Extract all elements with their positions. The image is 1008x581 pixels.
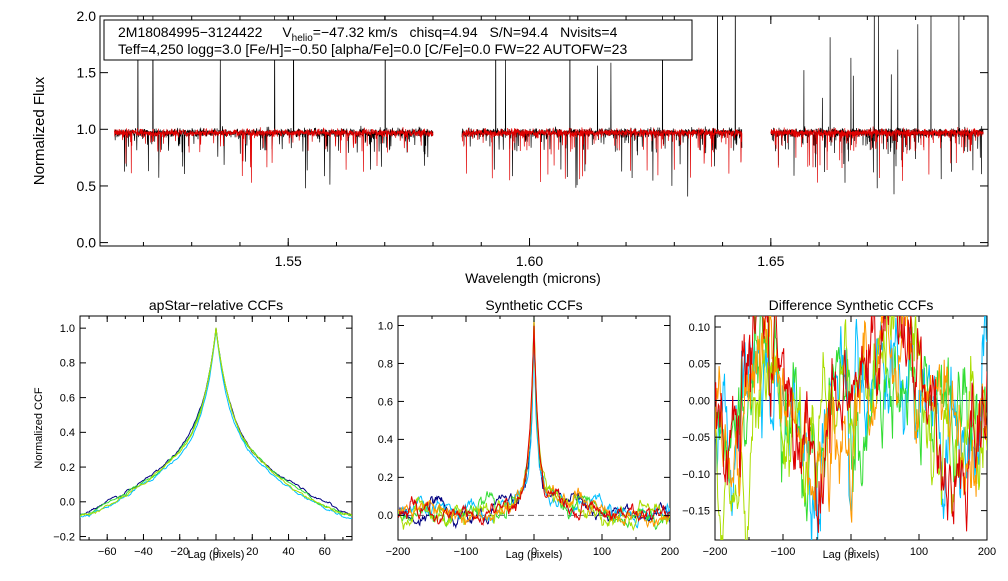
snr-value: S/N=94.4 (490, 24, 549, 40)
y-tick-label: 0.4 (378, 434, 393, 446)
x-tick-label: 1.60 (516, 253, 543, 269)
ccf-line-visit-5 (715, 316, 987, 533)
x-tick-label: −100 (771, 546, 796, 558)
y-tick-label: 0.8 (60, 358, 75, 370)
vhelio-label: V (282, 24, 292, 40)
ccf-line-visit-4 (80, 327, 352, 517)
x-tick-label: −200 (703, 546, 728, 558)
star-info-line-1: 2M18084995−3124422 Vhelio=−47.32 km/s ch… (118, 24, 618, 44)
x-tick-label: 60 (319, 546, 331, 558)
x-tick-label: 0 (848, 546, 854, 558)
synthetic-ccf-title: Synthetic CCFs (485, 297, 582, 313)
x-tick-label: 0 (531, 546, 537, 558)
ccf-line-visit-2 (80, 329, 352, 520)
diff-ccf-panel: −200 −100 0 100 200 −0.15 −0.10 −0.05 0.00 0.05 0.… (682, 297, 996, 561)
nvisits-value: Nvisits=4 (560, 24, 617, 40)
y-tick-label: 0.6 (60, 392, 75, 404)
spectrum-panel: 1.55 1.60 1.65 0.0 0.5 1.0 1.5 2.0 Wavelength (… (31, 8, 989, 286)
x-tick-label: 200 (661, 546, 679, 558)
apstar-ccf-axes: −60 −40 −20 0 20 40 60 −0.2 0.0 0.2 0.4 0.6 0.8 1.0 (53, 316, 352, 558)
spectrum-frame (99, 15, 989, 247)
x-tick-label: 40 (282, 546, 294, 558)
x-tick-label: 100 (910, 546, 928, 558)
spectrum-ylabel: Normalized Flux (31, 76, 48, 185)
apstar-ccf-ylabel: Normalized CCF (33, 387, 45, 469)
y-tick-label: 1.0 (77, 121, 97, 137)
spectrum-line-model (770, 126, 984, 183)
ccf-line-visit-1 (80, 327, 352, 517)
vhelio-value: =−47.32 km/s (313, 24, 398, 40)
y-tick-label: −0.2 (53, 531, 75, 543)
synthetic-ccf-xlabel: Lag (pixels) (506, 549, 563, 561)
x-tick-label: 1.55 (275, 253, 302, 269)
ccf-line-visit-3 (715, 316, 987, 540)
y-tick-label: −0.10 (682, 469, 710, 481)
diff-ccf-title: Difference Synthetic CCFs (769, 297, 934, 313)
spectrum-lines (114, 16, 984, 197)
spectrum-series (114, 16, 984, 197)
x-tick-label: −40 (134, 546, 153, 558)
x-tick-label: 0 (213, 546, 219, 558)
y-tick-label: 0.8 (378, 358, 393, 370)
diff-ccf-axes: −200 −100 0 100 200 −0.15 −0.10 −0.05 0.00 0.05 0.… (682, 316, 996, 558)
star-info-frame (103, 19, 693, 61)
apstar-ccf-series (80, 327, 352, 520)
chisq-value: chisq=4.94 (410, 24, 478, 40)
spectrum-line-model (461, 127, 743, 183)
y-tick-label: 0.0 (378, 510, 393, 522)
y-tick-label: −0.05 (682, 432, 710, 444)
star-info-box: 2M18084995−3124422 Vhelio=−47.32 km/s ch… (103, 19, 693, 61)
spectrum-line-observed (770, 16, 984, 195)
y-tick-label: 0.2 (60, 462, 75, 474)
ccf-line-visit-3 (80, 327, 352, 517)
apstar-ccf-panel: −60 −40 −20 0 20 40 60 −0.2 0.0 0.2 0.4 0.6 0.8 1.0 a… (33, 297, 353, 561)
ccf-line-visit-1 (398, 330, 670, 529)
object-id: 2M18084995−3124422 (118, 24, 263, 40)
ccf-line-visit-4 (715, 316, 987, 523)
y-tick-label: 0.00 (689, 395, 710, 407)
x-tick-label: −20 (170, 546, 189, 558)
x-tick-label: −200 (386, 546, 411, 558)
apstar-ccf-frame (79, 315, 353, 541)
ccf-lines (80, 327, 352, 520)
ccf-line-visit-2 (715, 316, 987, 522)
y-tick-label: 0.2 (378, 472, 393, 484)
x-tick-label: 1.65 (757, 253, 784, 269)
y-tick-label: 0.10 (689, 322, 710, 334)
synthetic-ccf-axes: −200 −100 0 100 200 0.0 0.2 0.4 0.6 0.8 1.0 (378, 316, 679, 558)
apstar-ccf-title: apStar−relative CCFs (149, 297, 283, 313)
x-tick-label: 200 (978, 546, 996, 558)
ccf-lines (398, 316, 670, 532)
spectrum-xlabel: Wavelength (microns) (465, 270, 601, 286)
diff-ccf-xlabel: Lag (pixels) (823, 549, 880, 561)
y-tick-label: −0.15 (682, 505, 710, 517)
y-tick-label: 2.0 (77, 8, 97, 24)
y-tick-label: 1.0 (60, 323, 75, 335)
ccf-line-visit-5 (398, 325, 670, 526)
y-tick-label: 0.0 (60, 497, 75, 509)
y-tick-label: 1.5 (77, 65, 97, 81)
y-tick-label: 0.4 (60, 427, 75, 439)
spectrum-line-model (114, 127, 434, 183)
x-tick-label: −100 (454, 546, 479, 558)
vhelio-subscript: helio (292, 33, 314, 44)
diff-ccf-series (715, 316, 987, 540)
x-tick-label: 100 (593, 546, 611, 558)
ccf-lines (715, 316, 987, 540)
synthetic-ccf-panel: −200 −100 0 100 200 0.0 0.2 0.4 0.6 0.8 1.0 Synthe… (378, 297, 679, 561)
y-tick-label: 0.05 (689, 359, 710, 371)
apstar-ccf-xlabel: Lag (pixels) (188, 549, 245, 561)
y-tick-label: 1.0 (378, 320, 393, 332)
y-tick-label: 0.5 (77, 178, 97, 194)
synthetic-ccf-series (398, 316, 670, 532)
y-tick-label: 0.6 (378, 396, 393, 408)
x-tick-label: 20 (246, 546, 258, 558)
x-tick-label: −60 (98, 546, 117, 558)
star-params-line: Teff=4,250 logg=3.0 [Fe/H]=−0.50 [alpha/… (118, 41, 627, 57)
y-tick-label: 0.0 (77, 235, 97, 251)
